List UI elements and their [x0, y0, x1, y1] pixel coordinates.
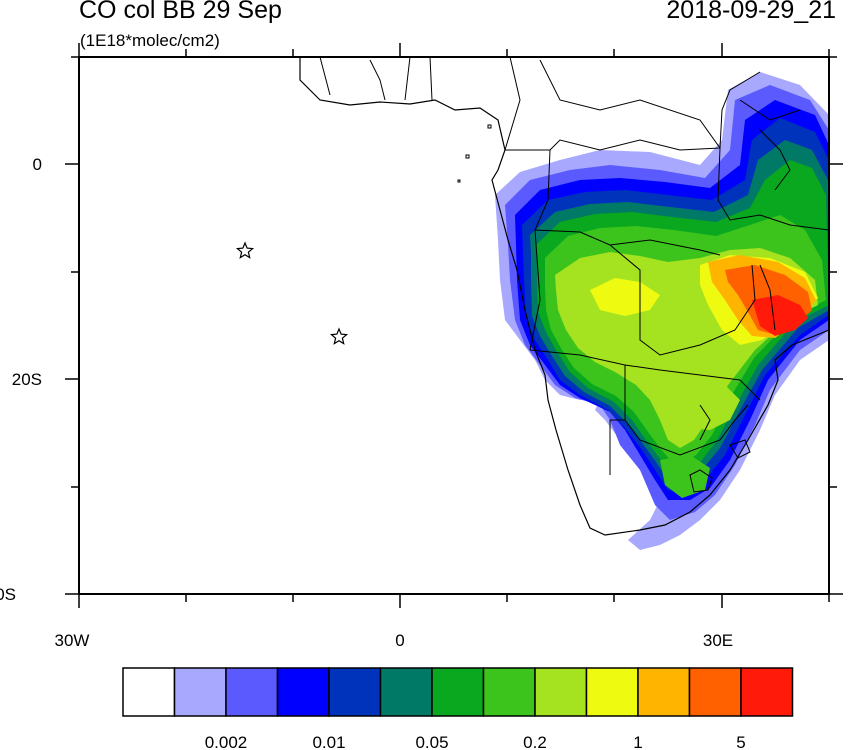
colorbar-swatch	[585, 667, 639, 717]
colorbar-swatch	[122, 667, 176, 717]
colorbar-label: 0.01	[312, 733, 345, 750]
units-label: (1E18*molec/cm2)	[80, 31, 220, 50]
colorbar-labels: 0.002 0.01 0.05 0.2 1 5	[205, 733, 746, 750]
colorbar-swatch	[225, 667, 279, 717]
colorbar-swatch	[482, 667, 536, 717]
colorbar-label: 0.2	[523, 733, 547, 750]
colorbar-swatch	[431, 667, 485, 717]
country-borders	[319, 57, 829, 493]
colorbar-swatch	[637, 667, 691, 717]
timestamp-label: 2018-09-29_21	[666, 0, 836, 24]
colorbar-label: 0.002	[205, 733, 248, 750]
plot-frame	[78, 56, 830, 595]
colorbar-label: 1	[633, 733, 642, 750]
colorbar-swatch	[379, 667, 433, 717]
colorbar-swatch	[740, 667, 794, 717]
x-tick-label-30w: 30W	[55, 631, 90, 650]
colorbar-label: 5	[736, 733, 745, 750]
colorbar-swatch	[688, 667, 742, 717]
colorbar-swatch	[276, 667, 330, 717]
coastline	[299, 57, 829, 536]
y-tick-label-0: 0	[33, 155, 42, 174]
y-tick-label-40s: 40S	[0, 585, 16, 604]
star-marker-2	[329, 327, 349, 345]
tick-marks	[65, 43, 843, 608]
x-tick-label-30e: 30E	[703, 631, 733, 650]
colorbar	[122, 667, 794, 717]
co-plume	[495, 72, 829, 550]
colorbar-swatch	[534, 667, 588, 717]
chart-title: CO col BB 29 Sep	[79, 0, 282, 24]
colorbar-swatch	[328, 667, 382, 717]
colorbar-label: 0.05	[415, 733, 448, 750]
islands	[457, 124, 492, 183]
y-tick-label-20s: 20S	[12, 370, 42, 389]
star-marker-1	[235, 241, 255, 259]
colorbar-swatch	[173, 667, 227, 717]
x-tick-label-0: 0	[395, 631, 404, 650]
